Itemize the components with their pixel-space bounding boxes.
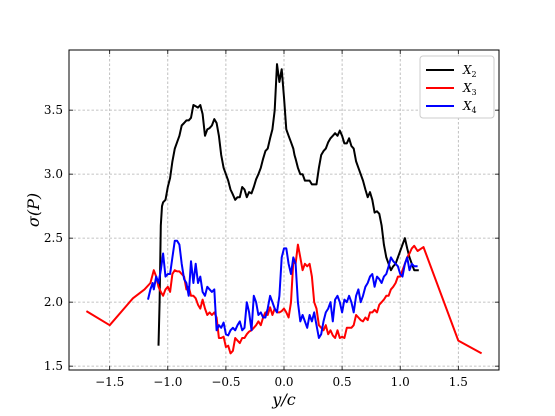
x-tick-label: 1.5 — [449, 375, 468, 389]
legend-label-subscript: 2 — [472, 70, 477, 79]
legend-label-subscript: 4 — [472, 106, 477, 115]
series-line-x2 — [157, 63, 419, 346]
x-tick-label: −0.5 — [211, 375, 240, 389]
x-axis-label: y/c — [271, 390, 295, 409]
y-axis-label: σ(P) — [24, 193, 43, 227]
x-tick-label: −1.5 — [95, 375, 124, 389]
x-tick-label: 1.0 — [391, 375, 410, 389]
x-tick-label: 0.5 — [333, 375, 352, 389]
y-tick-label: 2.0 — [44, 295, 63, 309]
x-tick-label: 0.0 — [274, 375, 293, 389]
y-tick-label: 3.0 — [44, 167, 63, 181]
y-axis: 1.5 2.0 2.5 3.0 3.5 — [44, 103, 499, 373]
y-tick-label: 2.5 — [44, 231, 63, 245]
series-lines — [85, 63, 483, 355]
series-line-x4 — [147, 239, 418, 339]
y-tick-label: 3.5 — [44, 103, 63, 117]
y-tick-label: 1.5 — [44, 359, 63, 373]
legend-label-subscript: 3 — [472, 88, 477, 97]
x-tick-label: −1.0 — [153, 375, 182, 389]
x-axis: −1.5 −1.0 −0.5 0.0 0.5 1.0 1.5 — [95, 50, 468, 389]
legend-box — [419, 55, 495, 119]
grid — [69, 50, 499, 370]
